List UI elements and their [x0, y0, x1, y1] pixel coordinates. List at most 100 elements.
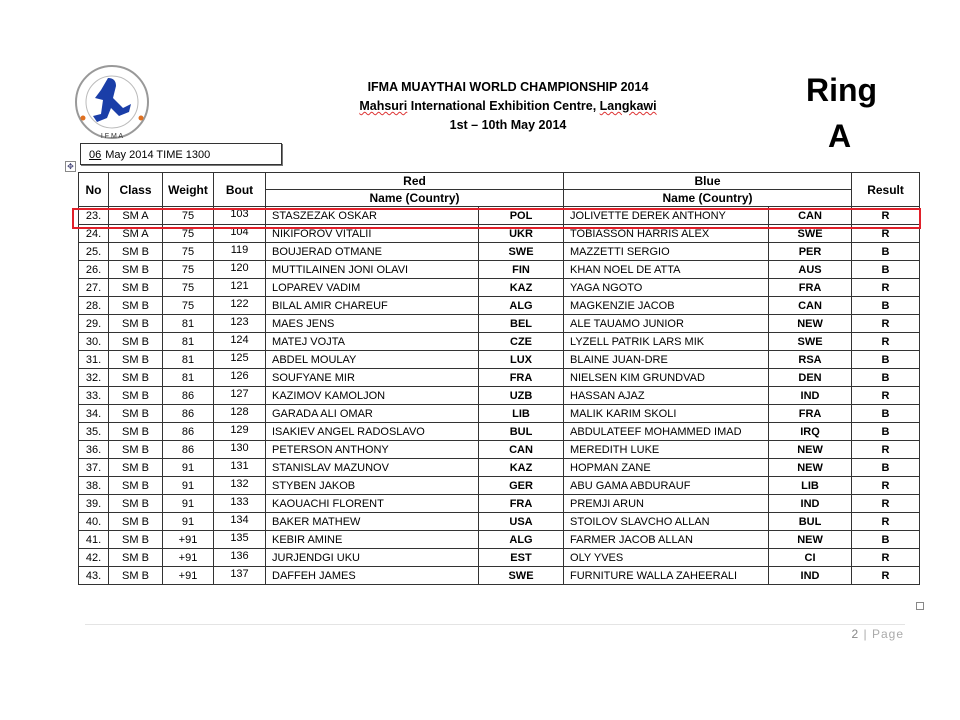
- cell-result: R: [851, 314, 921, 333]
- cell-blue-country: CI: [768, 548, 853, 567]
- cell-bout: 131: [213, 458, 266, 477]
- table-row: 42. SM B +91 136 JURJENDGI UKU EST OLY YVES CI R: [78, 548, 921, 567]
- cell-red-name: KAOUACHI FLORENT: [265, 494, 479, 513]
- col-blue: Blue: [563, 172, 853, 190]
- cell-red-country: UZB: [477, 386, 565, 405]
- ring-label: Ring: [806, 72, 878, 108]
- cell-weight: 91: [162, 494, 214, 513]
- cell-red-country: SWE: [477, 566, 565, 585]
- cell-result: R: [851, 332, 921, 351]
- cell-bout: 123: [213, 314, 266, 333]
- cell-result: R: [851, 566, 921, 585]
- event-dates: 1st – 10th May 2014: [449, 118, 567, 132]
- cell-no: 42.: [78, 548, 109, 567]
- cell-red-country: CZE: [477, 332, 565, 351]
- footer-divider: [85, 624, 905, 625]
- cell-red-name: ABDEL MOULAY: [265, 350, 479, 369]
- col-no: No: [78, 172, 109, 207]
- page-label: | Page: [859, 627, 904, 641]
- cell-blue-country: FRA: [768, 278, 853, 297]
- table-row: 27. SM B 75 121 LOPAREV VADIM KAZ YAGA NGOTO FR…: [78, 278, 921, 297]
- cell-red-name: DAFFEH JAMES: [265, 566, 479, 585]
- cell-blue-name: ABU GAMA ABDURAUF: [563, 476, 770, 495]
- cell-no: 30.: [78, 332, 109, 351]
- table-row: 37. SM B 91 131 STANISLAV MAZUNOV KAZ HOPMAN Z…: [78, 458, 921, 477]
- cell-bout: 127: [213, 386, 266, 405]
- cell-blue-name: OLY YVES: [563, 548, 770, 567]
- table-move-handle-icon[interactable]: ✥: [65, 161, 76, 172]
- cell-class: SM B: [108, 512, 163, 531]
- cell-red-country: KAZ: [477, 278, 565, 297]
- cell-bout: 130: [213, 440, 266, 459]
- cell-class: SM B: [108, 332, 163, 351]
- cell-blue-country: CAN: [768, 296, 853, 315]
- date-day: 06: [89, 149, 102, 161]
- venue: Mahsuri International Exhibition Centre,…: [300, 99, 716, 113]
- cell-red-name: MUTTILAINEN JONI OLAVI: [265, 260, 479, 279]
- cell-red-country: LIB: [477, 404, 565, 423]
- table-row: 41. SM B +91 135 KEBIR AMINE ALG FARMER JACOB …: [78, 530, 921, 549]
- cell-red-name: BOUJERAD OTMANE: [265, 242, 479, 261]
- cell-weight: +91: [162, 530, 214, 549]
- cell-result: R: [851, 440, 921, 459]
- cell-weight: 91: [162, 512, 214, 531]
- page-number: 2: [851, 627, 860, 641]
- cell-blue-name: HOPMAN ZANE: [563, 458, 770, 477]
- cell-no: 31.: [78, 350, 109, 369]
- cell-blue-country: RSA: [768, 350, 853, 369]
- table-row: 32. SM B 81 126 SOUFYANE MIR FRA NIELSEN KIM G…: [78, 368, 921, 387]
- date-time: May 2014 TIME 1300: [105, 149, 211, 161]
- cell-bout: 119: [213, 242, 266, 261]
- cell-red-name: BILAL AMIR CHAREUF: [265, 296, 479, 315]
- cell-blue-country: IND: [768, 494, 853, 513]
- cell-class: SM B: [108, 422, 163, 441]
- cell-red-country: ALG: [477, 296, 565, 315]
- venue-name: Mahsuri: [359, 99, 408, 113]
- cell-blue-name: MALIK KARIM SKOLI: [563, 404, 770, 423]
- venue-location: Langkawi: [599, 99, 657, 113]
- table-row: 38. SM B 91 132 STYBEN JAKOB GER ABU GAMA ABDU…: [78, 476, 921, 495]
- cell-result: B: [851, 458, 921, 477]
- cell-blue-name: YAGA NGOTO: [563, 278, 770, 297]
- cell-result: B: [851, 404, 921, 423]
- highlighted-row-outline: [72, 208, 921, 229]
- cell-result: B: [851, 242, 921, 261]
- cell-no: 37.: [78, 458, 109, 477]
- table-row: 25. SM B 75 119 BOUJERAD OTMANE SWE MAZZETTI S…: [78, 242, 921, 261]
- cell-blue-name: ABDULATEEF MOHAMMED IMAD: [563, 422, 770, 441]
- col-weight: Weight: [162, 172, 214, 207]
- cell-bout: 132: [213, 476, 266, 495]
- cell-class: SM B: [108, 494, 163, 513]
- table-row: 36. SM B 86 130 PETERSON ANTHONY CAN MEREDITH …: [78, 440, 921, 459]
- cell-blue-country: BUL: [768, 512, 853, 531]
- cell-class: SM B: [108, 368, 163, 387]
- cell-bout: 137: [213, 566, 266, 585]
- cell-blue-country: FRA: [768, 404, 853, 423]
- cell-red-country: FRA: [477, 494, 565, 513]
- cell-red-country: BEL: [477, 314, 565, 333]
- cell-result: B: [851, 260, 921, 279]
- cell-class: SM B: [108, 404, 163, 423]
- cell-blue-country: DEN: [768, 368, 853, 387]
- cell-red-country: SWE: [477, 242, 565, 261]
- cell-no: 40.: [78, 512, 109, 531]
- col-red: Red: [264, 172, 565, 190]
- cell-blue-country: LIB: [768, 476, 853, 495]
- cell-weight: +91: [162, 566, 214, 585]
- cell-weight: 75: [162, 242, 214, 261]
- cell-bout: 103: [213, 206, 266, 225]
- cell-result: B: [851, 350, 921, 369]
- cell-class: SM B: [108, 242, 163, 261]
- table-resize-handle[interactable]: [916, 602, 924, 610]
- table-row: 30. SM B 81 124 MATEJ VOJTA CZE LYZELL PATRIK …: [78, 332, 921, 351]
- table-row: 28. SM B 75 122 BILAL AMIR CHAREUF ALG MAGKENZ…: [78, 296, 921, 315]
- cell-bout: 121: [213, 278, 266, 297]
- cell-result: R: [851, 494, 921, 513]
- cell-class: SM B: [108, 350, 163, 369]
- cell-red-name: STANISLAV MAZUNOV: [265, 458, 479, 477]
- cell-blue-country: NEW: [768, 458, 853, 477]
- cell-no: 36.: [78, 440, 109, 459]
- cell-bout: 135: [213, 530, 266, 549]
- cell-result: R: [851, 278, 921, 297]
- cell-blue-name: NIELSEN KIM GRUNDVAD: [563, 368, 770, 387]
